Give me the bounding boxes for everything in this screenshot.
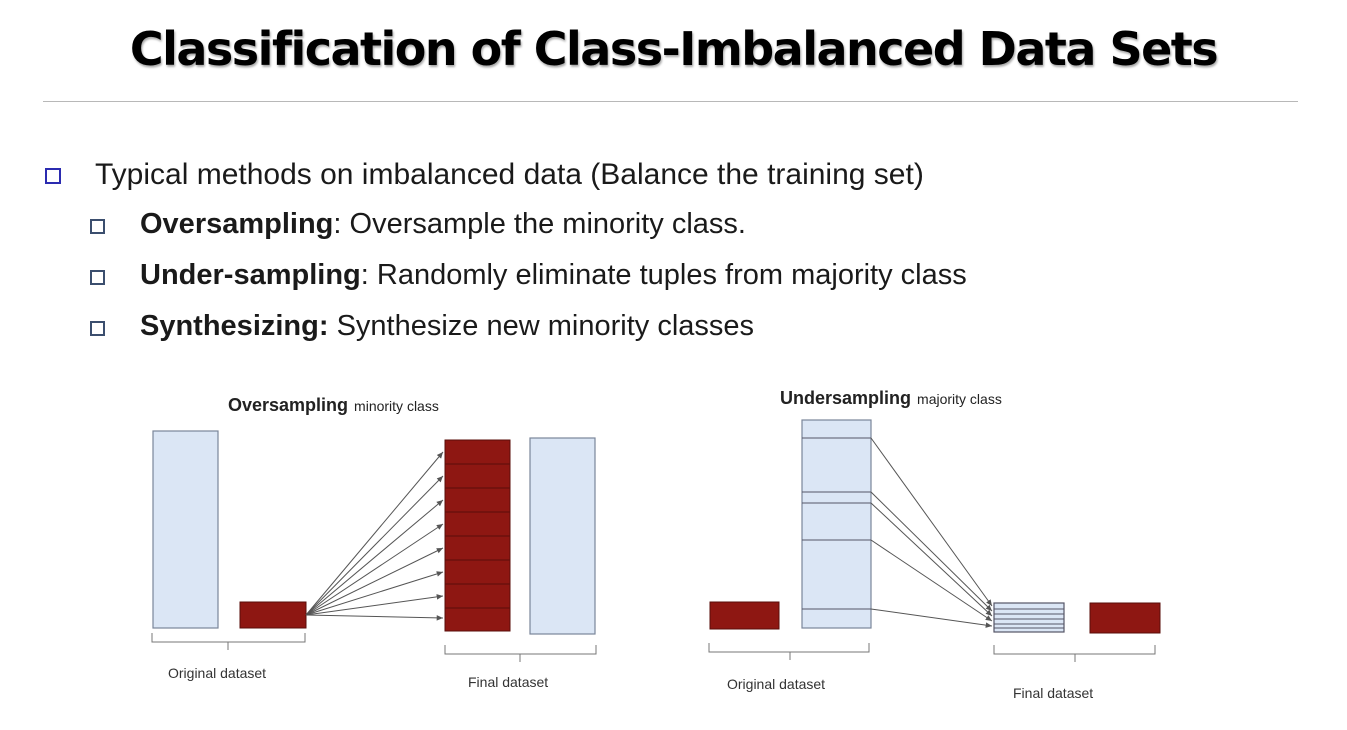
oversampling-arrows [305,451,444,621]
original-minority-block [709,601,780,630]
original-dataset-brace [151,633,306,650]
bullet-desc: Oversample the minority class. [349,208,746,240]
bullet-sep: : [360,259,377,291]
oversampled-minority-stack [444,439,511,632]
bullet-sep [329,310,337,342]
slide-title: Classification of Class-Imbalanced Data … [129,22,1219,76]
final-minority-block [1089,602,1161,634]
original-majority-block [152,430,219,629]
bullet-term: Synthesizing: [140,310,329,342]
original-dataset-brace [708,643,870,660]
final-dataset-label: Final dataset [468,674,548,690]
checkbox-bullet-icon [90,321,105,336]
final-majority-block [529,437,596,635]
undersampling-figure: Undersampling majority class [708,388,1161,701]
final-dataset-label: Final dataset [1013,685,1093,701]
oversampling-figure: Oversampling minority class Original data [151,395,597,690]
bullet-term: Oversampling [140,208,334,240]
undersampled-majority-stack [993,602,1065,633]
checkbox-bullet-icon [45,168,61,184]
title-divider [43,101,1298,102]
final-dataset-brace [993,645,1156,662]
sampling-diagram: Oversampling minority class Original data [151,388,1161,701]
checkbox-bullet-icon [90,270,105,285]
original-minority-block [239,601,307,629]
original-majority-stack [801,419,872,629]
bullet-desc: Synthesize new minority classes [336,310,755,342]
original-dataset-label: Original dataset [727,676,825,692]
undersampling-arrows [870,437,993,628]
bullet-desc: Randomly eliminate tuples from majority … [376,259,967,291]
original-dataset-label: Original dataset [168,665,266,681]
oversampling-title: Oversampling minority class [228,395,439,415]
checkbox-bullet-icon [90,219,105,234]
final-dataset-brace [444,645,597,662]
bullet-sep: : [333,208,350,240]
bullet-term: Under-sampling [140,259,361,291]
undersampling-title: Undersampling majority class [780,388,1002,408]
bullet-main-text: Typical methods on imbalanced data (Bala… [95,158,924,191]
